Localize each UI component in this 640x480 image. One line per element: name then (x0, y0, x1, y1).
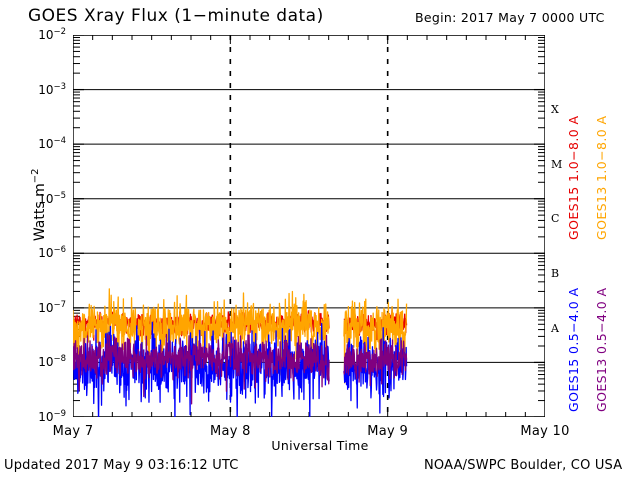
series-1 (343, 298, 408, 384)
series-1 (73, 288, 330, 378)
x-tick-label: May 10 (520, 424, 570, 439)
legend-item-0: GOES15 1.0−8.0 A (566, 115, 581, 240)
y-tick-label: 10−6 (38, 245, 66, 261)
legend-item-3: GOES13 0.5−4.0 A (594, 287, 609, 412)
series-3 (343, 338, 408, 387)
flux-class-X: X (551, 103, 559, 116)
x-tick-label: May 9 (367, 424, 409, 439)
y-tick-label: 10−7 (38, 299, 66, 315)
legend-item-2: GOES15 0.5−4.0 A (566, 287, 581, 412)
flux-class-M: M (551, 158, 563, 171)
y-tick-label: 10−5 (38, 190, 66, 206)
page-title: GOES Xray Flux (1−minute data) (28, 6, 324, 26)
x-axis-title: Universal Time (271, 438, 369, 453)
y-tick-label: 10−2 (38, 27, 66, 42)
y-tick-label: 10−8 (38, 354, 66, 370)
updated-timestamp: Updated 2017 May 9 03:16:12 UTC (4, 458, 239, 473)
plot-svg (73, 35, 545, 417)
x-tick-label: May 7 (52, 424, 94, 439)
y-tick-label: 10−3 (38, 81, 66, 97)
series-3 (73, 332, 330, 405)
begin-time-label: Begin: 2017 May 7 0000 UTC (415, 10, 605, 25)
flux-class-A: A (551, 322, 559, 335)
flux-class-C: C (551, 212, 560, 225)
legend-item-1: GOES13 1.0−8.0 A (594, 115, 609, 240)
y-tick-label: 10−9 (38, 409, 66, 424)
plot-canvas (73, 35, 545, 417)
flux-class-B: B (551, 267, 560, 280)
y-tick-label: 10−4 (38, 136, 66, 152)
source-attribution: NOAA/SWPC Boulder, CO USA (424, 458, 623, 473)
x-tick-label: May 8 (209, 424, 251, 439)
